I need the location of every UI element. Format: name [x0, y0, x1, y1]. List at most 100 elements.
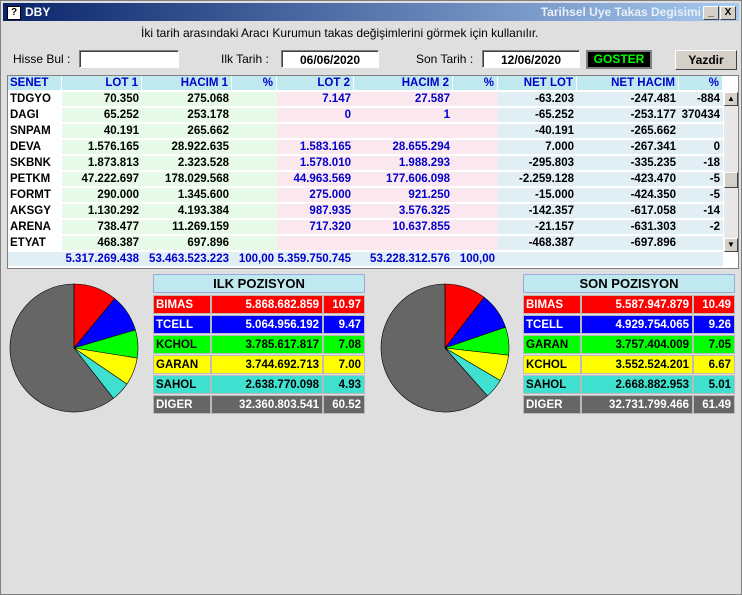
- position-percent: 61.49: [693, 395, 735, 414]
- row-cell: [453, 140, 498, 155]
- total-pct2: 100,00: [453, 252, 498, 267]
- table-row[interactable]: ARENA 738.477 11.269.159 717.320 10.637.855 -…: [8, 220, 724, 236]
- col-header-lot2[interactable]: LOT 2: [277, 76, 354, 91]
- position-value: 2.668.882.953: [581, 375, 693, 394]
- ilk-tarih-input[interactable]: 06/06/2020: [281, 50, 379, 68]
- position-percent: 10.97: [323, 295, 365, 314]
- pie-slice-diger: [9, 283, 114, 413]
- row-cell: [453, 220, 498, 235]
- col-header-net-lot[interactable]: NET LOT: [498, 76, 577, 91]
- position-symbol: KCHOL: [153, 335, 211, 354]
- table-row[interactable]: AKSGY 1.130.292 4.193.384 987.935 3.576.325 -…: [8, 204, 724, 220]
- row-cell: 1.578.010: [277, 156, 354, 171]
- row-cell: [232, 156, 277, 171]
- window-subtitle: Tarihsel Uye Takas Degisimi: [540, 5, 701, 19]
- goster-button[interactable]: GOSTER: [586, 50, 652, 69]
- row-cell: 717.320: [277, 220, 354, 235]
- position-symbol: KCHOL: [523, 355, 581, 374]
- position-value: 5.868.682.859: [211, 295, 323, 314]
- row-cell: 4.193.384: [142, 204, 232, 219]
- totals-row: 5.317.269.438 53.463.523.223 100,00 5.35…: [8, 252, 724, 268]
- row-cell: -335.235: [577, 156, 679, 171]
- row-cell: -617.058: [577, 204, 679, 219]
- row-cell: [232, 204, 277, 219]
- row-cell: 1.988.293: [354, 156, 453, 171]
- row-symbol: DEVA: [8, 140, 62, 155]
- yazdir-button[interactable]: Yazdir: [675, 50, 737, 70]
- row-symbol: DAGI: [8, 108, 62, 123]
- row-cell: -468.387: [498, 236, 577, 251]
- row-cell: 253.178: [142, 108, 232, 123]
- row-cell: 70.350: [62, 92, 142, 107]
- table-row[interactable]: SNPAM 40.191 265.662 -40.191 -265.662: [8, 124, 724, 140]
- row-symbol: ARENA: [8, 220, 62, 235]
- row-cell: 265.662: [142, 124, 232, 139]
- total-net-hacim: [577, 252, 679, 267]
- col-header-pct2[interactable]: %: [453, 76, 498, 91]
- row-cell: 1.345.600: [142, 188, 232, 203]
- son-position-row: DIGER 32.731.799.466 61.49: [523, 395, 735, 414]
- instruction-text: İki tarih arasındaki Aracı Kurumun takas…: [141, 26, 539, 40]
- ilk-position-row: SAHOL 2.638.770.098 4.93: [153, 375, 365, 394]
- row-cell: 697.896: [142, 236, 232, 251]
- table-row[interactable]: SKBNK 1.873.813 2.323.528 1.578.010 1.988.29…: [8, 156, 724, 172]
- hisse-search-input[interactable]: [79, 50, 179, 68]
- data-grid[interactable]: SENET LOT 1 HACIM 1 % LOT 2 HACIM 2 % NE…: [7, 75, 739, 269]
- minimize-button[interactable]: _: [703, 6, 719, 20]
- row-cell: -40.191: [498, 124, 577, 139]
- row-cell: 47.222.697: [62, 172, 142, 187]
- row-cell: -21.157: [498, 220, 577, 235]
- son-tarih-input[interactable]: 12/06/2020: [482, 50, 580, 68]
- row-cell: -423.470: [577, 172, 679, 187]
- row-cell: 987.935: [277, 204, 354, 219]
- row-cell: [679, 124, 723, 139]
- row-cell: 178.029.568: [142, 172, 232, 187]
- row-cell: -424.350: [577, 188, 679, 203]
- row-cell: -697.896: [577, 236, 679, 251]
- table-row[interactable]: PETKM 47.222.697 178.029.568 44.963.569 177.…: [8, 172, 724, 188]
- position-symbol: GARAN: [153, 355, 211, 374]
- vertical-scrollbar[interactable]: ▲ ▼: [724, 92, 738, 252]
- table-row[interactable]: DEVA 1.576.165 28.922.635 1.583.165 28.655.2…: [8, 140, 724, 156]
- ilk-position-row: KCHOL 3.785.617.817 7.08: [153, 335, 365, 354]
- row-cell: 40.191: [62, 124, 142, 139]
- col-header-hacim2[interactable]: HACIM 2: [354, 76, 453, 91]
- ilk-position-row: DIGER 32.360.803.541 60.52: [153, 395, 365, 414]
- scroll-thumb[interactable]: [724, 172, 738, 188]
- scroll-down-icon[interactable]: ▼: [724, 238, 738, 252]
- col-header-hacim1[interactable]: HACIM 1: [142, 76, 232, 91]
- table-row[interactable]: TDGYO 70.350 275.068 7.147 27.587 -63.203 -247…: [8, 92, 724, 108]
- position-symbol: TCELL: [153, 315, 211, 334]
- total-lot1: 5.317.269.438: [62, 252, 142, 267]
- row-cell: 65.252: [62, 108, 142, 123]
- row-cell: 177.606.098: [354, 172, 453, 187]
- row-cell: [232, 172, 277, 187]
- row-cell: -63.203: [498, 92, 577, 107]
- scroll-up-icon[interactable]: ▲: [724, 92, 738, 106]
- position-value: 5.587.947.879: [581, 295, 693, 314]
- row-cell: -5: [679, 188, 723, 203]
- app-icon[interactable]: ?: [7, 6, 21, 20]
- position-value: 3.785.617.817: [211, 335, 323, 354]
- table-row[interactable]: FORMT 290.000 1.345.600 275.000 921.250 -15.0…: [8, 188, 724, 204]
- col-header-net-hacim[interactable]: NET HACIM: [577, 76, 679, 91]
- col-header-lot1[interactable]: LOT 1: [62, 76, 142, 91]
- row-cell: 28.922.635: [142, 140, 232, 155]
- row-cell: -265.662: [577, 124, 679, 139]
- row-cell: [232, 188, 277, 203]
- col-header-senet[interactable]: SENET: [8, 76, 62, 91]
- total-hacim1: 53.463.523.223: [142, 252, 232, 267]
- position-percent: 7.00: [323, 355, 365, 374]
- position-percent: 10.49: [693, 295, 735, 314]
- col-header-pct3[interactable]: %: [679, 76, 723, 91]
- title-bar[interactable]: ? DBY Tarihsel Uye Takas Degisimi _ X: [3, 3, 739, 21]
- col-header-pct1[interactable]: %: [232, 76, 277, 91]
- position-symbol: BIMAS: [153, 295, 211, 314]
- row-cell: 10.637.855: [354, 220, 453, 235]
- window-title: DBY: [25, 5, 51, 19]
- total-pct3: [679, 252, 723, 267]
- row-cell: -65.252: [498, 108, 577, 123]
- table-row[interactable]: ETYAT 468.387 697.896 -468.387 -697.896: [8, 236, 724, 252]
- close-button[interactable]: X: [720, 6, 736, 20]
- table-row[interactable]: DAGI 65.252 253.178 0 1 -65.252 -253.177 370434: [8, 108, 724, 124]
